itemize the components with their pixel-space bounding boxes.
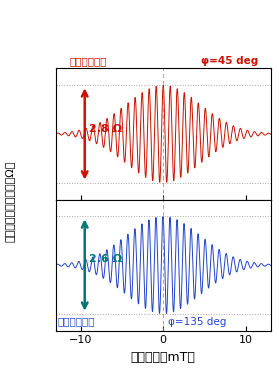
X-axis label: 面直磁場（mT）: 面直磁場（mT）	[131, 351, 196, 364]
Text: 2.8 Ω: 2.8 Ω	[89, 124, 122, 134]
Text: φ=135 deg: φ=135 deg	[167, 317, 226, 327]
Text: スピン干渉効果振幅（Ω）: スピン干渉効果振幅（Ω）	[5, 161, 15, 242]
Text: 2.6 Ω: 2.6 Ω	[89, 255, 122, 264]
Text: 面内磁場方向: 面内磁場方向	[58, 317, 95, 327]
Text: 面内磁場方向: 面内磁場方向	[70, 57, 107, 66]
Text: φ=45 deg: φ=45 deg	[201, 57, 258, 66]
